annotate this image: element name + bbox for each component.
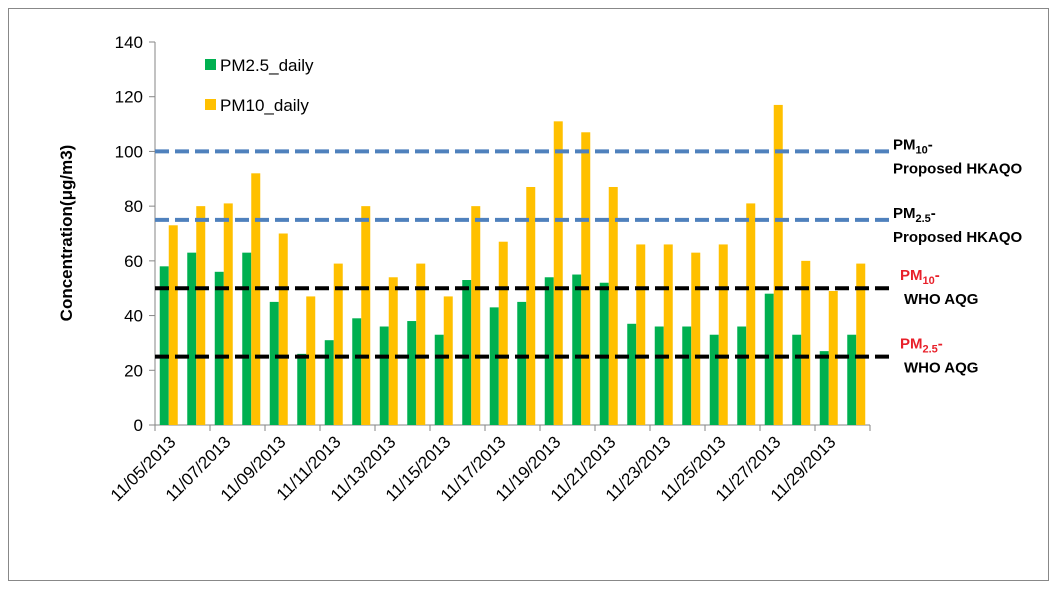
bar — [379, 326, 389, 425]
bar — [526, 186, 536, 425]
bar — [819, 351, 829, 425]
bar — [416, 263, 426, 425]
bar — [388, 277, 398, 425]
bar — [517, 301, 527, 425]
bar — [471, 206, 481, 425]
legend-swatch — [205, 99, 216, 110]
bar — [654, 326, 664, 425]
y-tick-label: 40 — [124, 307, 143, 326]
bar — [278, 233, 288, 425]
bar — [196, 206, 206, 425]
bar — [691, 252, 701, 425]
bar — [324, 340, 334, 425]
bar — [489, 307, 499, 425]
bar — [297, 353, 307, 425]
bar — [361, 206, 371, 425]
legend-swatch — [205, 59, 216, 70]
bar — [223, 203, 233, 425]
bar — [572, 274, 582, 425]
bar — [168, 225, 178, 425]
bar — [306, 296, 316, 425]
bar — [856, 263, 866, 425]
bar — [746, 203, 756, 425]
bar — [269, 301, 279, 425]
bar — [544, 277, 554, 425]
legend-label: PM10_daily — [220, 96, 309, 115]
bar — [498, 241, 508, 425]
reference-label: PM10- — [900, 267, 940, 287]
reference-label: PM2.5- — [893, 205, 936, 225]
reference-label-line2: WHO AQG — [904, 291, 978, 308]
reference-label-dash: - — [928, 136, 933, 153]
reference-label-sub: 2.5 — [923, 344, 938, 356]
reference-label-sub: 2.5 — [916, 213, 931, 225]
reference-label-main: PM — [893, 136, 916, 153]
bar — [764, 293, 774, 425]
bar — [773, 104, 783, 426]
reference-label-line2: WHO AQG — [904, 360, 978, 377]
y-tick-label: 0 — [134, 416, 143, 435]
reference-label-main: PM — [893, 205, 916, 222]
bar — [434, 334, 444, 425]
reference-label-main: PM — [900, 267, 923, 284]
bar — [792, 334, 802, 425]
bar — [333, 263, 343, 425]
bar — [599, 282, 609, 425]
bar — [352, 318, 362, 425]
y-tick-label: 120 — [115, 88, 143, 107]
bar — [187, 252, 197, 425]
reference-label-line2: Proposed HKAQO — [893, 229, 1023, 246]
y-tick-label: 100 — [115, 142, 143, 161]
bar — [663, 244, 673, 425]
bar — [159, 266, 169, 425]
reference-label-sub: 10 — [923, 275, 935, 287]
bar — [443, 296, 453, 425]
y-tick-label: 20 — [124, 361, 143, 380]
y-tick-label: 60 — [124, 252, 143, 271]
bar — [214, 271, 224, 425]
bar — [682, 326, 692, 425]
reference-label-dash: - — [931, 205, 936, 222]
bar — [627, 323, 637, 425]
bar — [407, 321, 417, 425]
bar — [251, 173, 261, 425]
bar — [462, 280, 472, 425]
bar — [847, 334, 857, 425]
bar — [737, 326, 747, 425]
bar — [709, 334, 719, 425]
legend-label: PM2.5_daily — [220, 56, 314, 75]
bar — [242, 252, 252, 425]
bar — [801, 260, 811, 425]
bar — [718, 244, 728, 425]
bar — [581, 132, 591, 425]
reference-label-dash: - — [938, 336, 943, 353]
reference-label-main: PM — [900, 336, 923, 353]
reference-label-line2: Proposed HKAQO — [893, 160, 1023, 177]
reference-label-sub: 10 — [916, 144, 928, 156]
bar — [828, 290, 838, 425]
y-axis-title: Concentration(μg/m3) — [57, 145, 76, 322]
bar — [553, 121, 563, 425]
reference-label: PM10- — [893, 136, 933, 156]
reference-label: PM2.5- — [900, 336, 943, 356]
bar — [636, 244, 646, 425]
reference-label-dash: - — [935, 267, 940, 284]
bar — [608, 186, 618, 425]
y-tick-label: 80 — [124, 197, 143, 216]
y-tick-label: 140 — [115, 33, 143, 52]
